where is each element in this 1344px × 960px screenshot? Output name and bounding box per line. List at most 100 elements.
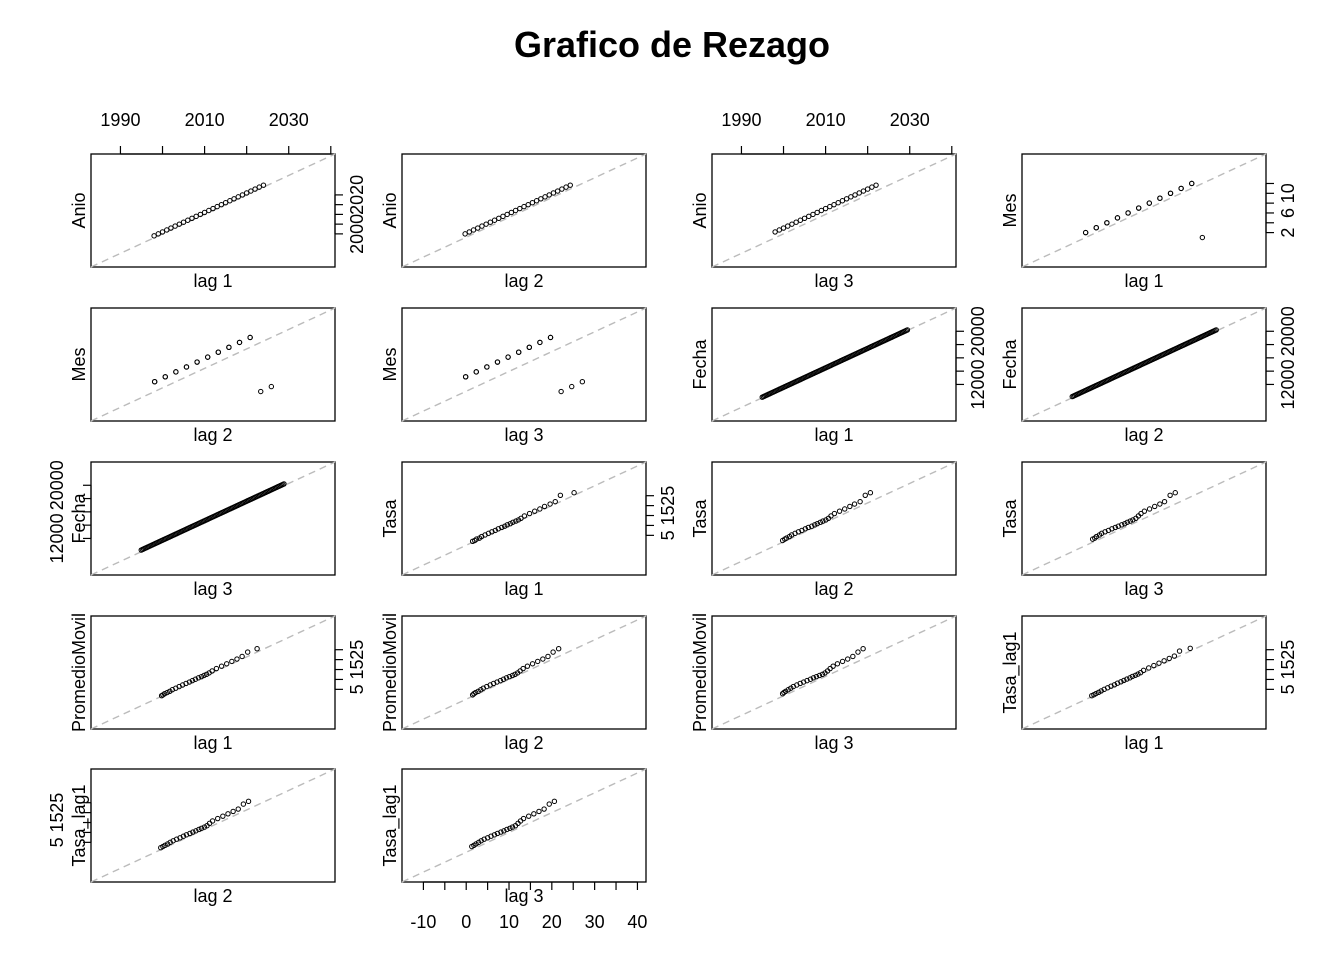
point-mes-lag1-14 <box>1104 220 1110 226</box>
point-anio-lag3-9 <box>810 211 816 218</box>
point-tasa-lag3-10 <box>1119 522 1125 528</box>
point-mes-lag2-13 <box>162 374 168 380</box>
point-pm-lag1-15 <box>201 672 207 679</box>
reference-line-anio-lag2 <box>401 153 647 268</box>
reference-line-pm-lag2 <box>401 615 647 730</box>
point-tasalag1-lag3-23 <box>546 801 552 807</box>
point-mes-lag3-16 <box>505 354 511 360</box>
point-anio-lag1-20 <box>235 194 241 200</box>
point-tasalag1-lag1-18 <box>1140 667 1147 674</box>
point-tasalag1-lag2-25 <box>245 798 252 805</box>
point-pm-lag2-10 <box>497 677 504 684</box>
point-mes-lag3-18 <box>526 344 533 351</box>
point-anio-lag2-21 <box>550 190 557 196</box>
point-tasa-lag1-26 <box>571 490 577 496</box>
top-tick-label-anio-lag3-2: 2030 <box>890 110 930 130</box>
panel-frame-mes-lag3 <box>401 307 647 422</box>
point-pm-lag1-14 <box>198 673 205 680</box>
point-anio-lag3-22 <box>864 186 871 192</box>
xlabel-anio-lag2: lag 2 <box>504 271 543 291</box>
point-pm-lag1-13 <box>195 675 202 681</box>
point-tasa-lag3-23 <box>1167 492 1173 499</box>
right-tick-label-mes-lag1-0: 2 <box>1278 228 1298 238</box>
point-pm-lag1-23 <box>234 656 240 662</box>
bottom-tick-label-tasalag1-lag3-0: -10 <box>410 912 436 932</box>
panel-frame-mes-lag2 <box>90 307 336 422</box>
point-tasalag1-lag3-12 <box>504 826 510 833</box>
point-mes-lag2-20 <box>236 339 243 346</box>
panel-frame-anio-lag2 <box>401 153 647 268</box>
point-tasalag1-lag2-21 <box>225 811 231 817</box>
point-anio-lag2-23 <box>559 186 565 192</box>
point-anio-lag3-2 <box>780 225 787 231</box>
right-tick-label-mes-lag1-1: 6 <box>1278 208 1298 218</box>
point-tasa-lag2-25 <box>867 490 874 496</box>
panel-frame-tasa-lag2 <box>711 461 957 576</box>
point-tasa-lag2-9 <box>805 524 812 531</box>
point-mes-lag1-17 <box>1135 205 1142 211</box>
xlabel-tasalag1-lag1: lag 1 <box>1124 733 1163 753</box>
ylabel-fecha-lag2: Fecha <box>1000 338 1020 389</box>
point-tasa-lag2-12 <box>814 520 821 527</box>
point-tasa-lag1-24 <box>552 498 558 505</box>
point-mes-lag2-19 <box>226 344 232 351</box>
xlabel-pm-lag3: lag 3 <box>814 733 853 753</box>
point-mes-lag1-21 <box>1178 185 1184 192</box>
point-tasalag1-lag2-12 <box>193 828 199 834</box>
point-anio-lag2-22 <box>554 188 561 194</box>
point-mes-lag2-14 <box>173 369 179 375</box>
ylabel-tasalag1-lag3: Tasa_lag1 <box>380 784 401 866</box>
left-tick-label-fecha-lag3-0: 12000 <box>47 513 67 563</box>
right-tick-label-anio-lag1-1: 2020 <box>347 175 367 215</box>
point-anio-lag3-14 <box>831 201 837 208</box>
point-anio-lag1-5 <box>172 223 178 229</box>
point-tasa-lag2-18 <box>831 510 838 517</box>
point-anio-lag3-11 <box>818 207 825 214</box>
point-anio-lag1-11 <box>197 211 204 218</box>
point-pm-lag3-21 <box>844 656 851 662</box>
point-tasalag1-lag2-18 <box>209 818 216 824</box>
point-pm-lag2-11 <box>500 676 507 682</box>
point-tasalag1-lag3-21 <box>536 808 542 815</box>
reference-line-tasalag1-lag2 <box>90 768 336 883</box>
point-pm-lag1-19 <box>213 665 220 672</box>
point-mes-lag2-10 <box>258 388 264 395</box>
right-tick-label-mes-lag1-2: 10 <box>1278 183 1298 203</box>
point-anio-lag2-13 <box>517 205 523 212</box>
point-anio-lag1-19 <box>231 196 237 202</box>
panel-frame-tasa-lag3 <box>1021 461 1267 576</box>
point-mes-lag3-20 <box>547 334 554 341</box>
point-tasalag1-lag2-20 <box>220 813 226 819</box>
point-mes-lag1-12 <box>1082 229 1089 236</box>
point-pm-lag1-3 <box>164 689 170 696</box>
point-mes-lag2-16 <box>194 359 200 365</box>
point-tasalag1-lag1-11 <box>1121 677 1127 684</box>
point-tasa-lag2-13 <box>817 519 824 525</box>
point-tasalag1-lag1-10 <box>1118 679 1124 685</box>
point-anio-lag2-24 <box>563 184 569 190</box>
point-tasalag1-lag1-12 <box>1124 676 1130 682</box>
point-fecha-lag1-119 <box>904 327 911 333</box>
point-anio-lag1-21 <box>239 192 246 198</box>
point-anio-lag2-10 <box>504 211 510 218</box>
point-mes-lag2-17 <box>204 354 211 360</box>
point-tasa-lag3-13 <box>1127 518 1134 524</box>
point-anio-lag1-4 <box>168 225 174 231</box>
left-tick-label-fecha-lag3-1: 20000 <box>47 460 67 510</box>
point-anio-lag2-14 <box>521 203 527 210</box>
point-tasalag1-lag3-19 <box>526 813 532 819</box>
point-pm-lag2-18 <box>520 665 526 672</box>
ylabel-pm-lag3: PromedioMovil <box>690 613 710 732</box>
right-tick-label-fecha-lag2-1: 20000 <box>1278 306 1298 356</box>
point-mes-lag2-12 <box>151 378 158 385</box>
right-tick-label-tasalag1-lag1-0: 5 <box>1278 684 1298 694</box>
point-anio-lag2-4 <box>479 223 485 229</box>
point-fecha-lag3-117 <box>281 481 287 487</box>
point-tasa-lag2-14 <box>820 518 826 524</box>
point-tasalag1-lag1-22 <box>1161 658 1167 664</box>
point-anio-lag3-6 <box>797 217 804 223</box>
point-pm-lag2-12 <box>503 675 510 681</box>
point-tasalag1-lag1-21 <box>1156 660 1162 666</box>
point-pm-lag1-11 <box>189 677 196 684</box>
point-tasalag1-lag3-13 <box>507 825 513 831</box>
